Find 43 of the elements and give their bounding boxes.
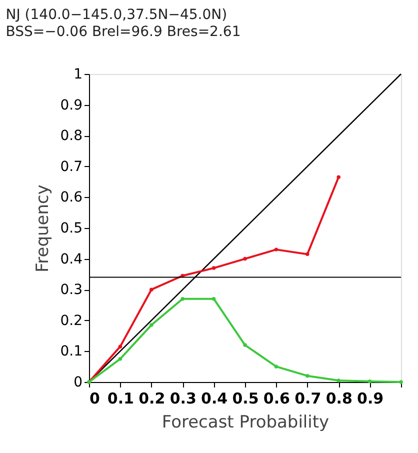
x-tick-label: 0.4 [201, 390, 228, 408]
point [336, 175, 340, 180]
y-tick-label: 0.4 [60, 251, 83, 268]
y-tick-label: 0.3 [60, 282, 82, 298]
y-tick-label: 0.5 [60, 220, 82, 236]
point [150, 323, 154, 327]
point [243, 256, 247, 261]
point [336, 378, 340, 382]
y-tick-label: 1 [74, 66, 82, 82]
point [118, 357, 122, 361]
x-tick-label: 0.9 [357, 390, 384, 408]
point [306, 374, 310, 378]
x-tick-label: 0.3 [170, 390, 196, 408]
y-tick-label: 0.7 [60, 158, 82, 175]
point [243, 343, 247, 347]
chart-title: NJ (140.0−145.0,37.5N−45.0N) [6, 7, 228, 23]
x-axis-title: Forecast Probability [162, 412, 330, 432]
point [118, 344, 122, 348]
y-axis-title: Frequency [33, 184, 54, 272]
x-tick-label: 0.2 [138, 390, 166, 408]
x-tick-label: 0.7 [294, 390, 322, 408]
x-tick-label: 0 [90, 390, 100, 408]
point [306, 252, 310, 256]
x-tick-label: 0.5 [232, 390, 259, 408]
point [368, 380, 372, 384]
y-tick-label: 0.2 [60, 312, 82, 329]
chart-subtitle: BSS=−0.06 Brel=96.9 Bres=2.61 [6, 24, 241, 40]
x-tick-label: 0.8 [326, 390, 352, 408]
y-tick-label: 0.8 [60, 128, 82, 144]
point [212, 296, 216, 301]
x-tick-label: 0.6 [263, 390, 290, 408]
point [180, 296, 184, 301]
point [399, 380, 403, 384]
point [212, 266, 216, 270]
y-tick-label: 0.1 [60, 344, 82, 360]
point [274, 364, 278, 368]
y-tick-label: 0.6 [60, 190, 83, 206]
y-tick-label: 0 [74, 374, 82, 390]
point [180, 274, 184, 278]
y-tick-label: 0.9 [60, 97, 82, 114]
point [274, 248, 278, 252]
x-tick-label: 0.1 [107, 390, 134, 408]
point [150, 288, 154, 292]
